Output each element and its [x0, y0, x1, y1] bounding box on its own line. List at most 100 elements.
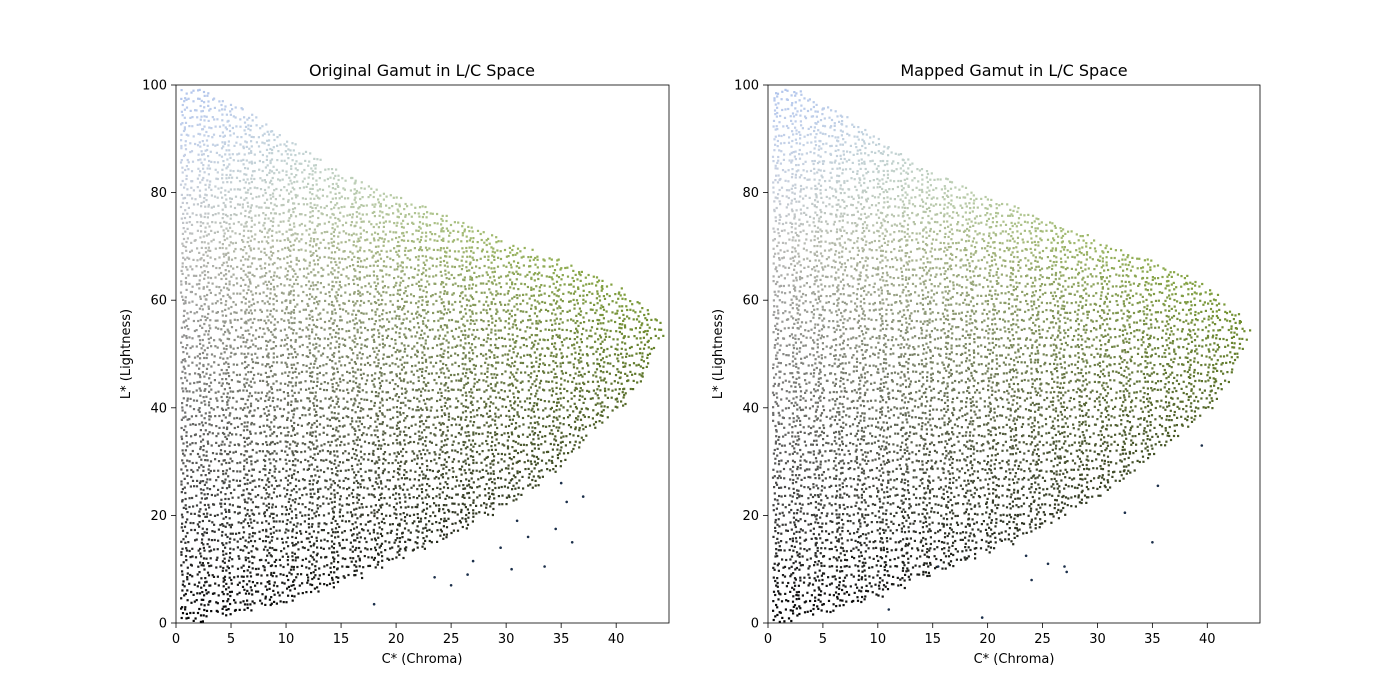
scatter-point — [384, 485, 387, 488]
scatter-point — [298, 345, 301, 348]
scatter-point — [397, 523, 400, 526]
scatter-point — [422, 537, 425, 540]
scatter-point — [286, 365, 289, 368]
scatter-point — [236, 169, 240, 172]
scatter-point — [375, 414, 378, 417]
scatter-point — [235, 125, 238, 128]
scatter-point — [239, 212, 243, 215]
scatter-point — [209, 513, 212, 516]
scatter-point — [217, 469, 220, 472]
scatter-point — [245, 322, 248, 325]
scatter-point — [281, 591, 284, 594]
scatter-point — [200, 401, 203, 404]
scatter-point — [289, 521, 292, 524]
scatter-point — [434, 426, 437, 430]
scatter-point — [379, 504, 382, 507]
scatter-point — [278, 558, 281, 561]
scatter-point — [293, 579, 296, 582]
scatter-point — [327, 406, 331, 409]
scatter-point — [271, 229, 274, 232]
scatter-point — [263, 142, 266, 145]
scatter-point — [282, 408, 286, 411]
scatter-point — [271, 536, 274, 539]
scatter-point — [382, 216, 385, 219]
scatter-point — [185, 549, 189, 552]
scatter-point — [180, 468, 183, 471]
scatter-point — [325, 458, 328, 461]
scatter-point — [272, 297, 275, 301]
scatter-point — [207, 242, 210, 245]
scatter-point — [206, 167, 209, 170]
scatter-point — [270, 441, 273, 444]
scatter-point — [353, 508, 356, 511]
scatter-point — [257, 347, 260, 350]
scatter-point — [337, 397, 340, 400]
scatter-point — [184, 121, 188, 124]
scatter-point — [288, 223, 292, 226]
scatter-point — [317, 488, 320, 491]
scatter-point — [392, 346, 395, 349]
scatter-point — [204, 149, 207, 152]
scatter-point — [348, 520, 351, 523]
scatter-point — [337, 207, 340, 210]
scatter-point — [313, 422, 316, 425]
scatter-point — [229, 197, 232, 200]
scatter-point — [246, 522, 250, 525]
scatter-point — [281, 505, 284, 508]
scatter-point — [372, 558, 376, 561]
scatter-point — [181, 449, 184, 452]
scatter-point — [213, 548, 216, 551]
scatter-point — [341, 177, 344, 180]
scatter-point — [314, 325, 317, 328]
scatter-point — [182, 365, 185, 368]
scatter-point — [356, 328, 359, 331]
scatter-point — [376, 290, 379, 293]
scatter-point — [292, 429, 295, 432]
scatter-point — [275, 168, 278, 171]
scatter-point — [342, 487, 345, 490]
scatter-point — [271, 375, 274, 378]
scatter-point — [343, 188, 346, 191]
scatter-point — [281, 520, 284, 523]
scatter-point — [266, 287, 269, 290]
scatter-point — [266, 354, 269, 357]
scatter-point — [270, 330, 273, 334]
scatter-point — [184, 608, 187, 611]
scatter-point — [184, 465, 187, 468]
scatter-point — [330, 411, 333, 414]
scatter-point — [408, 478, 412, 481]
scatter-point — [259, 264, 262, 267]
scatter-point — [428, 440, 432, 443]
scatter-point — [411, 450, 414, 453]
scatter-point — [368, 469, 371, 472]
scatter-point — [254, 233, 257, 236]
scatter-point — [282, 292, 285, 295]
scatter-point — [316, 318, 319, 321]
scatter-point — [240, 397, 243, 400]
scatter-point — [322, 495, 325, 498]
scatter-point — [201, 315, 204, 318]
scatter-point — [244, 191, 247, 194]
scatter-point — [237, 484, 240, 487]
scatter-point — [323, 255, 326, 259]
scatter-point — [288, 381, 291, 384]
scatter-point — [226, 522, 229, 525]
scatter-point — [290, 190, 293, 193]
scatter-point — [222, 320, 225, 323]
scatter-point — [322, 364, 325, 367]
scatter-point — [305, 229, 308, 232]
scatter-point — [352, 533, 355, 536]
scatter-point — [228, 280, 231, 283]
scatter-point — [249, 575, 253, 578]
scatter-point — [274, 198, 277, 201]
scatter-point — [362, 265, 365, 268]
scatter-point — [209, 150, 212, 153]
scatter-point — [226, 237, 229, 240]
scatter-point — [226, 264, 229, 268]
scatter-point — [298, 381, 301, 384]
scatter-point — [416, 322, 420, 325]
scatter-point — [399, 349, 402, 352]
scatter-point — [249, 586, 252, 589]
scatter-point — [247, 271, 250, 274]
scatter-point — [235, 479, 238, 482]
